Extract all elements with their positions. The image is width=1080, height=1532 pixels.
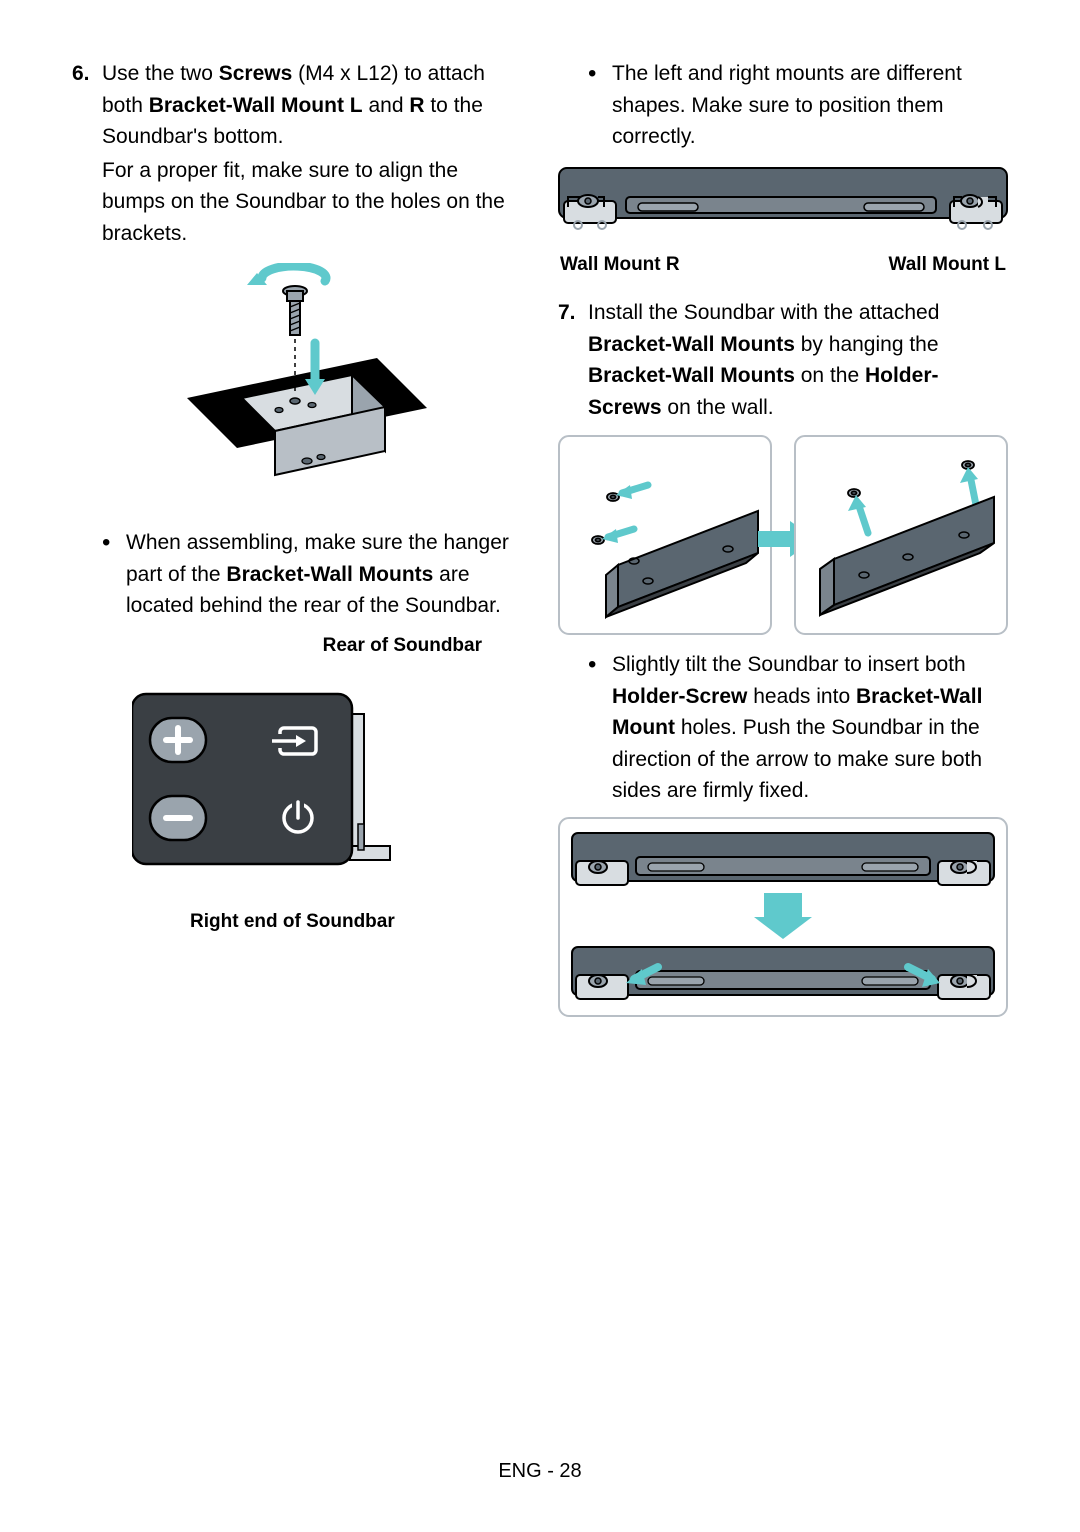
step-6-para2: For a proper fit, make sure to align the… [102, 155, 522, 250]
step-6-number: 6. [72, 58, 90, 90]
figure-soundbar-rear [72, 674, 522, 894]
step-7-number: 7. [558, 297, 576, 329]
figure-mounts-labelled [558, 167, 1008, 237]
bullet-mounts-different-text: The left and right mounts are different … [612, 62, 962, 148]
bullet-hanger-note: When assembling, make sure the hanger pa… [102, 527, 522, 622]
figure-tilt-push [558, 817, 1008, 1017]
caption-right-end: Right end of Soundbar [72, 908, 522, 937]
step-7: 7. Install the Soundbar with the attache… [558, 297, 1008, 423]
left-column: 6. Use the two Screws (M4 x L12) to atta… [72, 58, 522, 1031]
caption-wall-mount-l: Wall Mount L [889, 251, 1007, 280]
bullet-tilt-text: Slightly tilt the Soundbar to insert bot… [612, 653, 982, 802]
caption-rear-of-soundbar: Rear of Soundbar [72, 632, 522, 661]
page-footer: ENG - 28 [0, 1456, 1080, 1486]
bullet-hanger-text: When assembling, make sure the hanger pa… [126, 531, 509, 617]
step-7-text: Install the Soundbar with the attached B… [588, 301, 939, 419]
step-6: 6. Use the two Screws (M4 x L12) to atta… [72, 58, 522, 249]
right-column: The left and right mounts are different … [558, 58, 1008, 1031]
figure-hang-on-wall [558, 435, 1008, 635]
caption-wall-mount-r: Wall Mount R [560, 251, 680, 280]
bullet-mounts-different: The left and right mounts are different … [588, 58, 1008, 153]
two-column-layout: 6. Use the two Screws (M4 x L12) to atta… [72, 58, 1008, 1031]
bullet-tilt: Slightly tilt the Soundbar to insert bot… [588, 649, 1008, 807]
step-6-text: Use the two Screws (M4 x L12) to attach … [102, 62, 485, 148]
caption-mount-labels: Wall Mount R Wall Mount L [558, 251, 1008, 280]
figure-bracket-screw [72, 263, 522, 513]
